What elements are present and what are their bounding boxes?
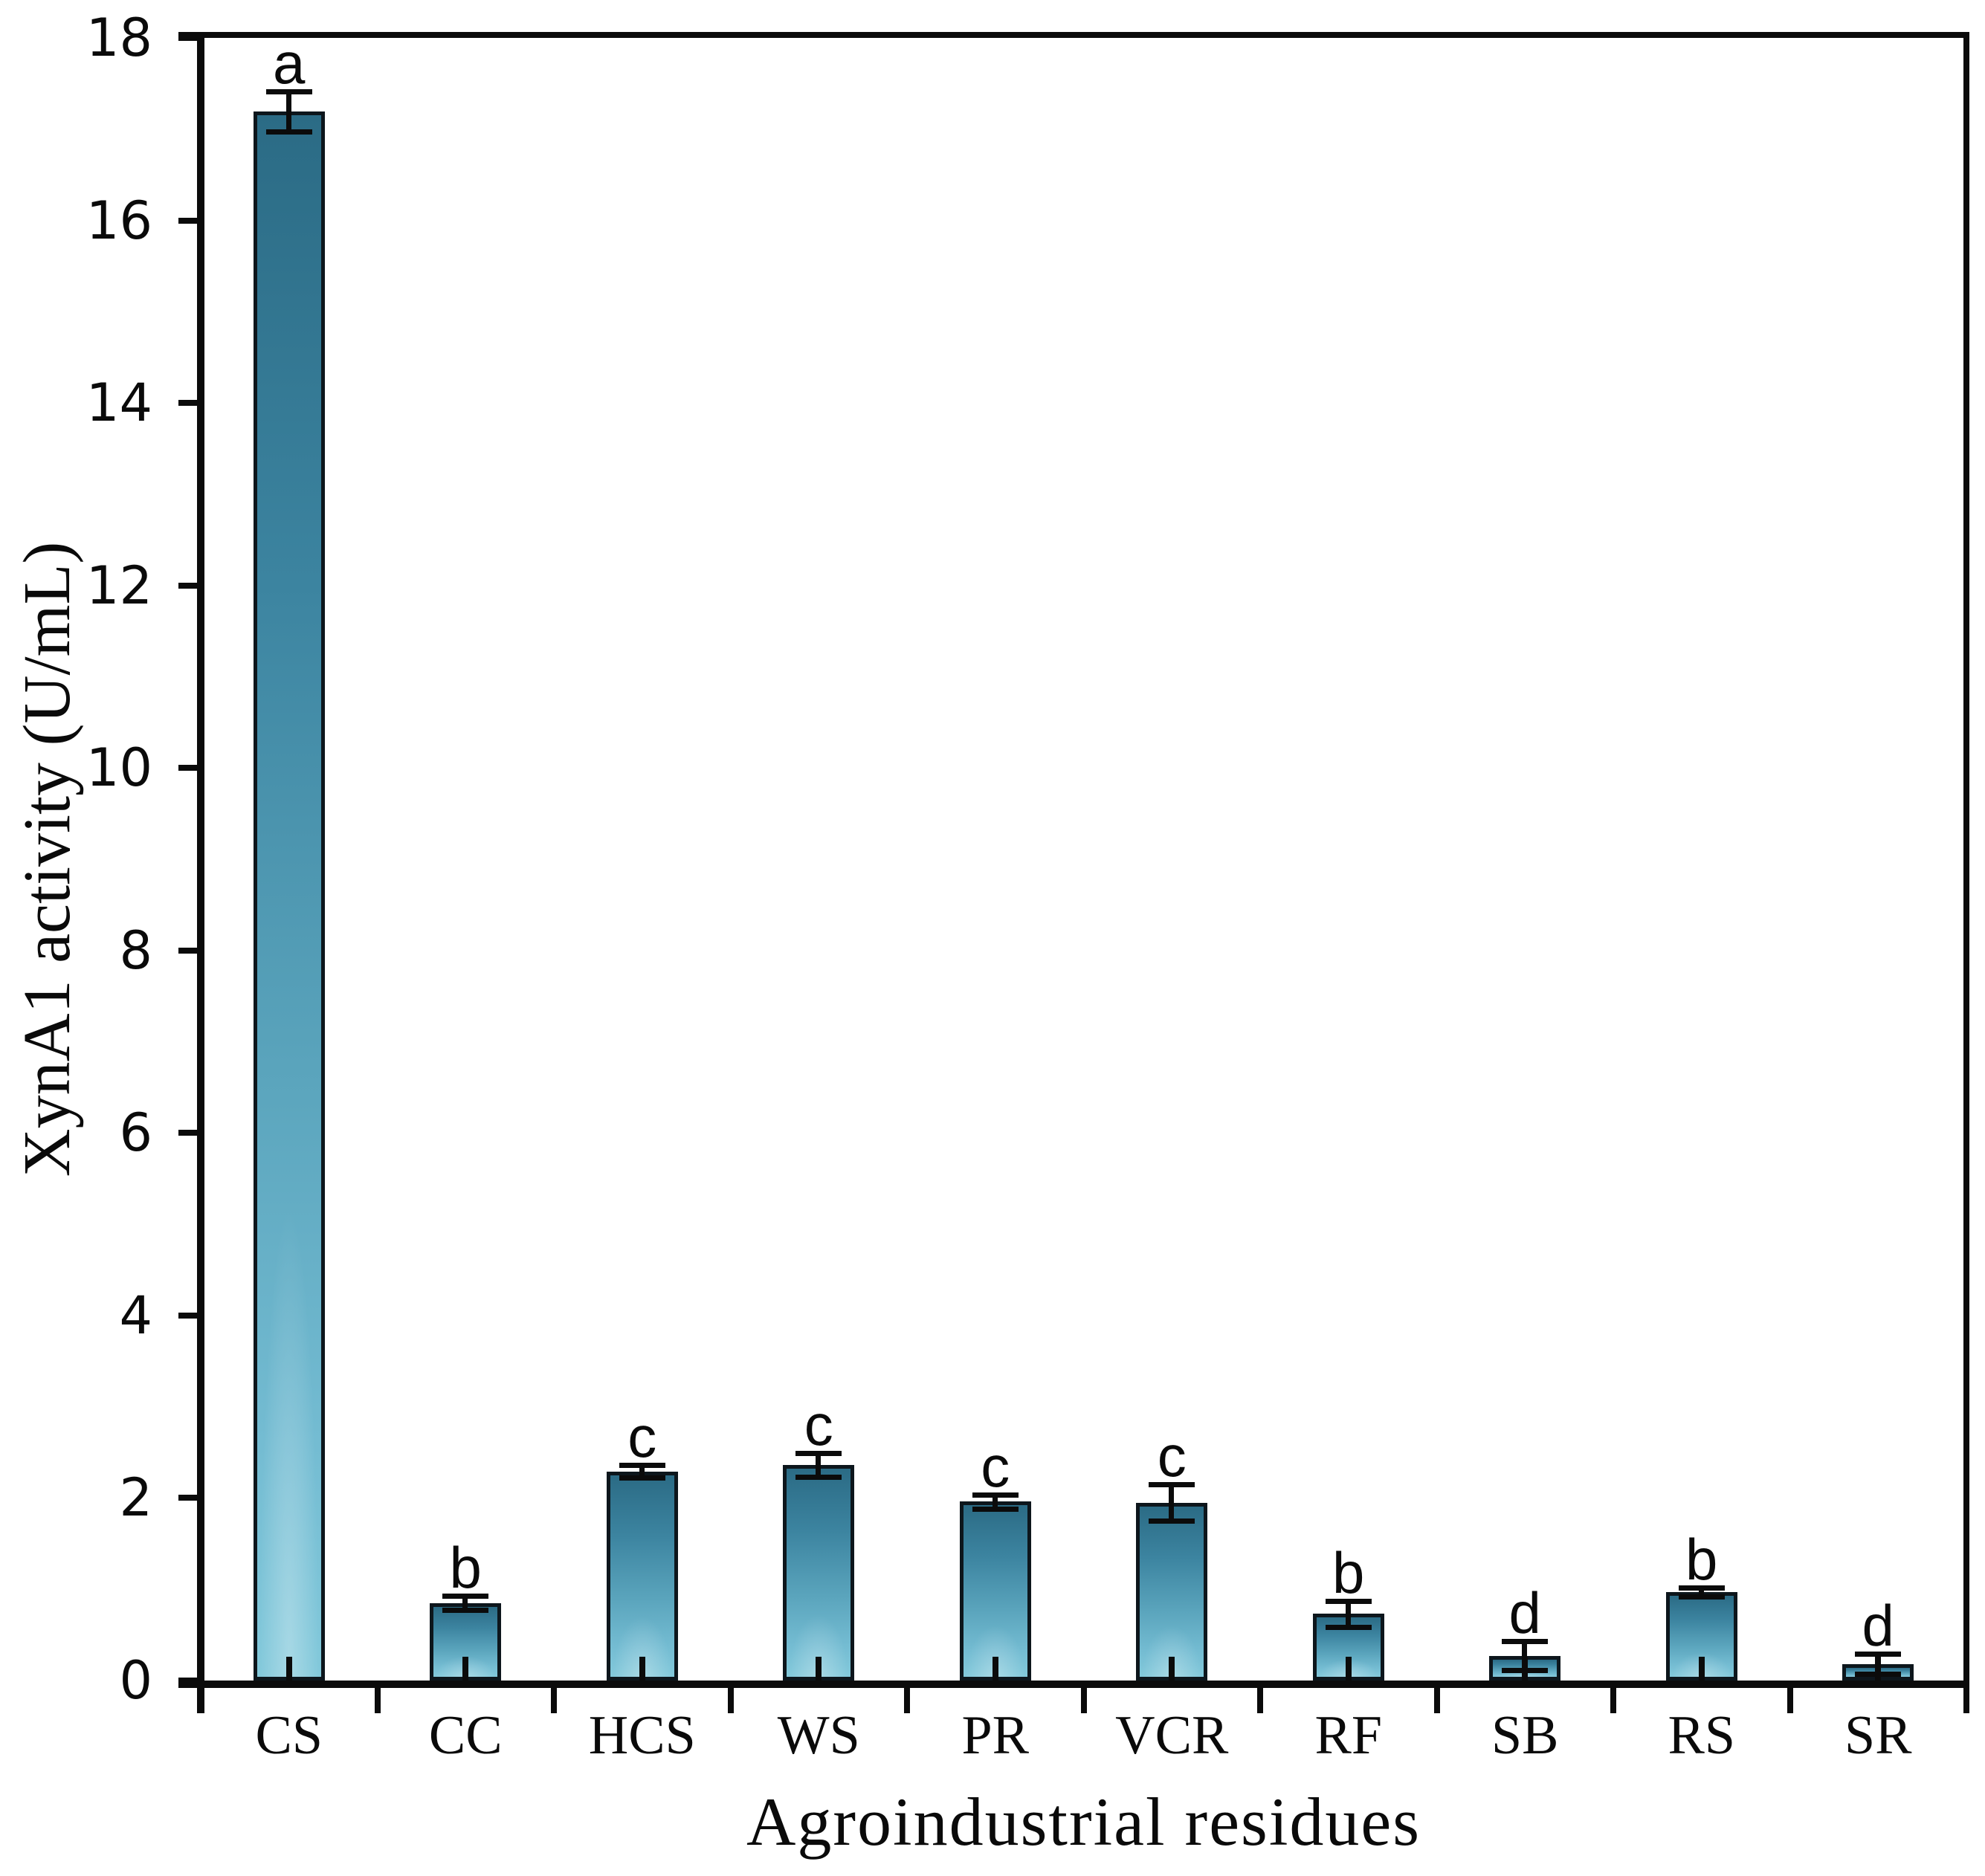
y-axis-tick-label: 18 bbox=[85, 7, 152, 68]
error-bar-cap-top bbox=[619, 1463, 665, 1469]
x-axis-center-tick bbox=[1875, 1657, 1882, 1681]
x-axis-boundary-tick bbox=[1080, 1681, 1087, 1713]
category-label-sr: SR bbox=[1844, 1705, 1912, 1766]
category-label-rf: RF bbox=[1314, 1705, 1382, 1766]
bar-vcr bbox=[1136, 1502, 1208, 1681]
y-axis-tick bbox=[178, 765, 201, 772]
y-axis-tick bbox=[178, 947, 201, 954]
category-label-pr: PR bbox=[961, 1705, 1029, 1766]
x-axis-boundary-tick bbox=[551, 1681, 557, 1713]
error-bar-cap-top bbox=[1678, 1585, 1725, 1591]
y-axis-line bbox=[197, 32, 204, 1713]
category-label-vcr: VCR bbox=[1115, 1705, 1229, 1766]
error-bar-cap-top bbox=[265, 89, 312, 95]
error-bar-line bbox=[1522, 1641, 1528, 1671]
x-axis-boundary-tick bbox=[904, 1681, 910, 1713]
x-axis-center-tick bbox=[1522, 1657, 1529, 1681]
significance-letter: c bbox=[804, 1392, 833, 1458]
y-axis-tick-label: 10 bbox=[85, 737, 152, 799]
significance-letter: a bbox=[273, 30, 306, 97]
x-axis-line bbox=[178, 1681, 1969, 1688]
bar-pr bbox=[959, 1501, 1031, 1681]
y-axis-tick bbox=[178, 1495, 201, 1501]
error-bar-cap-top bbox=[442, 1593, 489, 1599]
error-bar-line bbox=[1345, 1601, 1351, 1627]
error-bar-cap-bottom bbox=[795, 1475, 842, 1481]
x-axis-center-tick bbox=[1698, 1657, 1705, 1681]
significance-letter: c bbox=[981, 1433, 1010, 1499]
x-axis-center-tick bbox=[462, 1657, 469, 1681]
error-bar-line bbox=[285, 91, 291, 132]
y-axis-tick bbox=[178, 217, 201, 224]
category-label-ws: WS bbox=[777, 1705, 860, 1766]
y-axis-tick bbox=[178, 1312, 201, 1319]
significance-letter: c bbox=[1157, 1423, 1187, 1490]
y-axis-tick-label: 16 bbox=[85, 190, 152, 251]
plot-top-border bbox=[178, 32, 1969, 38]
significance-letter: d bbox=[1862, 1593, 1894, 1659]
error-bar-cap-top bbox=[1149, 1482, 1195, 1488]
category-label-cc: CC bbox=[428, 1705, 503, 1766]
error-bar-cap-bottom bbox=[1678, 1594, 1725, 1600]
x-axis-boundary-tick bbox=[374, 1681, 381, 1713]
error-bar-line bbox=[1698, 1587, 1704, 1597]
error-bar-cap-bottom bbox=[1149, 1518, 1195, 1524]
error-bar-cap-bottom bbox=[442, 1608, 489, 1614]
y-axis-tick-label: 8 bbox=[119, 919, 152, 981]
y-axis-tick bbox=[178, 400, 201, 407]
significance-letter: d bbox=[1508, 1580, 1541, 1646]
error-bar-cap-top bbox=[795, 1451, 842, 1457]
y-axis-tick bbox=[178, 582, 201, 589]
y-axis-tick bbox=[178, 35, 201, 41]
error-bar-line bbox=[462, 1595, 468, 1611]
error-bar-cap-top bbox=[1502, 1639, 1549, 1645]
x-axis-center-tick bbox=[992, 1657, 998, 1681]
bar-ws bbox=[783, 1465, 855, 1681]
category-label-rs: RS bbox=[1668, 1705, 1735, 1766]
plot-right-border bbox=[1963, 32, 1969, 1713]
y-axis-title: XynA1 activity (U/mL) bbox=[10, 541, 84, 1177]
error-bar-cap-top bbox=[972, 1492, 1019, 1498]
x-axis-boundary-tick bbox=[1610, 1681, 1616, 1713]
x-axis-boundary-tick bbox=[1786, 1681, 1793, 1713]
x-axis-center-tick bbox=[1169, 1657, 1175, 1681]
x-axis-boundary-tick bbox=[727, 1681, 734, 1713]
significance-letter: b bbox=[449, 1534, 482, 1600]
x-axis-center-tick bbox=[285, 1657, 292, 1681]
significance-letter: b bbox=[1332, 1540, 1365, 1606]
y-axis-tick-label: 2 bbox=[119, 1467, 152, 1529]
error-bar-line bbox=[1169, 1484, 1175, 1521]
x-axis-center-tick bbox=[1345, 1657, 1352, 1681]
error-bar-cap-bottom bbox=[619, 1475, 665, 1481]
error-bar-cap-top bbox=[1325, 1599, 1372, 1605]
x-axis-center-tick bbox=[816, 1657, 822, 1681]
significance-letter: c bbox=[627, 1404, 657, 1470]
error-bar-line bbox=[639, 1465, 645, 1478]
x-axis-boundary-tick bbox=[1257, 1681, 1263, 1713]
significance-letter: b bbox=[1685, 1526, 1718, 1592]
x-axis-boundary-tick bbox=[1433, 1681, 1440, 1713]
y-axis-tick-label: 4 bbox=[119, 1284, 152, 1346]
category-label-sb: SB bbox=[1491, 1705, 1559, 1766]
error-bar-line bbox=[816, 1453, 822, 1478]
y-axis-tick-label: 0 bbox=[119, 1650, 152, 1711]
x-axis-center-tick bbox=[639, 1657, 645, 1681]
y-axis-tick-label: 14 bbox=[85, 372, 152, 434]
error-bar-cap-bottom bbox=[265, 129, 312, 135]
y-axis-tick bbox=[178, 1678, 201, 1683]
bar-hcs bbox=[606, 1471, 678, 1681]
error-bar-line bbox=[992, 1494, 998, 1510]
error-bar-cap-bottom bbox=[972, 1507, 1019, 1513]
y-axis-tick-label: 12 bbox=[85, 554, 152, 616]
error-bar-cap-bottom bbox=[1325, 1624, 1372, 1630]
bar-cs bbox=[253, 111, 325, 1681]
category-label-hcs: HCS bbox=[588, 1705, 696, 1766]
y-axis-tick-label: 6 bbox=[119, 1102, 152, 1164]
error-bar-cap-top bbox=[1855, 1652, 1902, 1657]
y-axis-tick bbox=[178, 1130, 201, 1136]
category-label-cs: CS bbox=[255, 1705, 323, 1766]
x-axis-title: Agroindustrial residues bbox=[746, 1784, 1421, 1860]
